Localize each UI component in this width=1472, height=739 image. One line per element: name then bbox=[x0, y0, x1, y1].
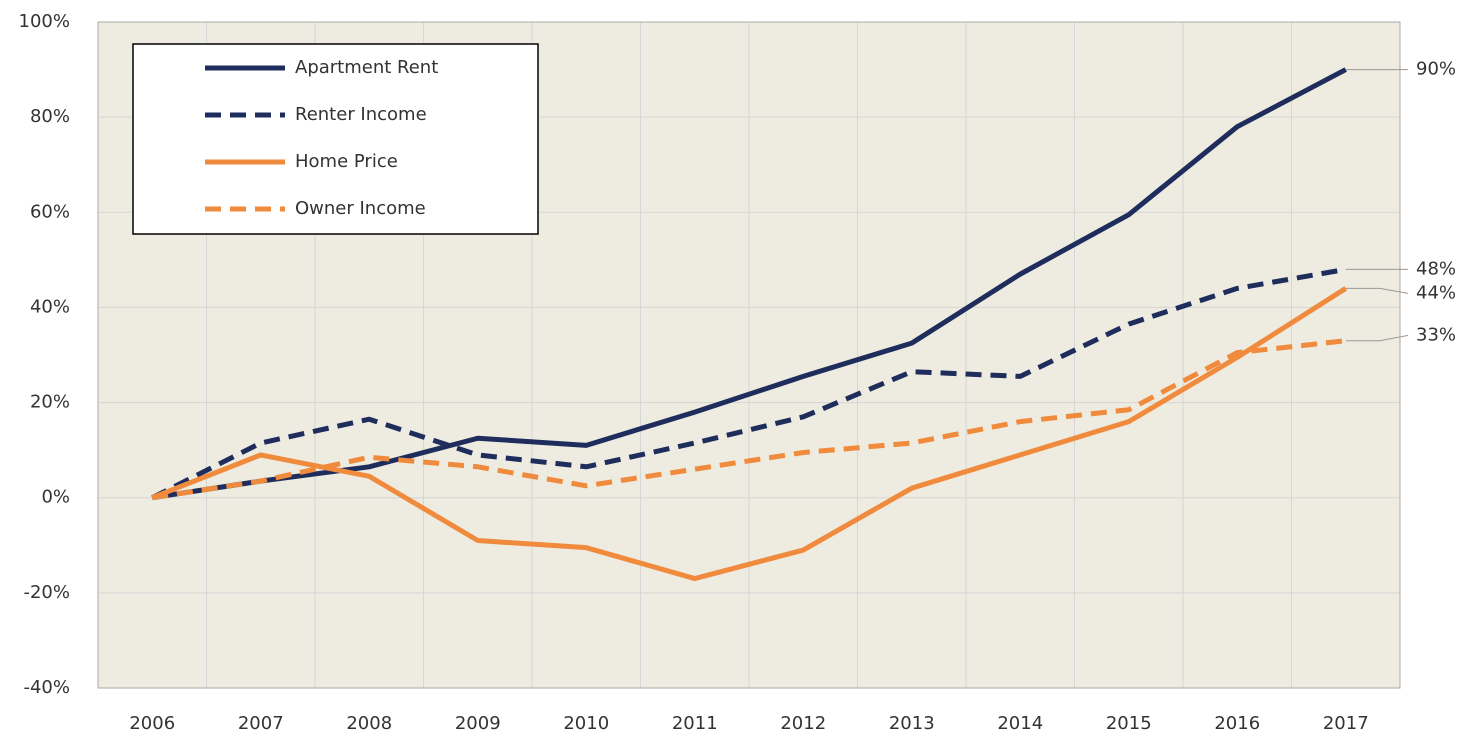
y-tick-label: 60% bbox=[30, 201, 70, 222]
series-line bbox=[151, 286, 1348, 582]
legend: Apartment Rent Renter Income Home Price Own… bbox=[132, 43, 539, 235]
x-tick-label: 2014 bbox=[997, 713, 1043, 734]
plot-border bbox=[97, 21, 1401, 689]
data-label: 48% bbox=[1416, 258, 1456, 279]
x-tick-label: 2017 bbox=[1323, 713, 1369, 734]
x-tick-label: 2011 bbox=[672, 713, 718, 734]
legend-label: Owner Income bbox=[295, 198, 426, 219]
y-tick-label: 40% bbox=[30, 296, 70, 317]
y-tick-label: 0% bbox=[41, 487, 70, 508]
y-tick-label: -20% bbox=[23, 582, 70, 603]
series-line bbox=[151, 266, 1347, 500]
y-tick-label: 100% bbox=[19, 11, 70, 32]
x-tick-label: 2008 bbox=[346, 713, 392, 734]
x-tick-label: 2006 bbox=[129, 713, 175, 734]
x-tick-label: 2007 bbox=[238, 713, 284, 734]
leader-line bbox=[1345, 287, 1409, 294]
legend-label: Apartment Rent bbox=[295, 57, 438, 78]
series-line bbox=[151, 338, 1347, 501]
data-label: 90% bbox=[1416, 59, 1456, 80]
x-tick-label: 2016 bbox=[1214, 713, 1260, 734]
legend-box bbox=[132, 43, 539, 235]
x-tick-label: 2013 bbox=[889, 713, 935, 734]
data-label: 44% bbox=[1416, 282, 1456, 303]
series-line bbox=[151, 67, 1347, 501]
y-tick-label: 80% bbox=[30, 106, 70, 127]
x-tick-label: 2015 bbox=[1106, 713, 1152, 734]
leader-line bbox=[1345, 334, 1409, 342]
data-label: 33% bbox=[1416, 324, 1456, 345]
legend-label: Renter Income bbox=[295, 104, 427, 125]
x-tick-label: 2012 bbox=[780, 713, 826, 734]
y-tick-label: -40% bbox=[23, 677, 70, 698]
y-tick-label: 20% bbox=[30, 392, 70, 413]
x-tick-label: 2009 bbox=[455, 713, 501, 734]
legend-label: Home Price bbox=[295, 151, 398, 172]
x-tick-label: 2010 bbox=[563, 713, 609, 734]
